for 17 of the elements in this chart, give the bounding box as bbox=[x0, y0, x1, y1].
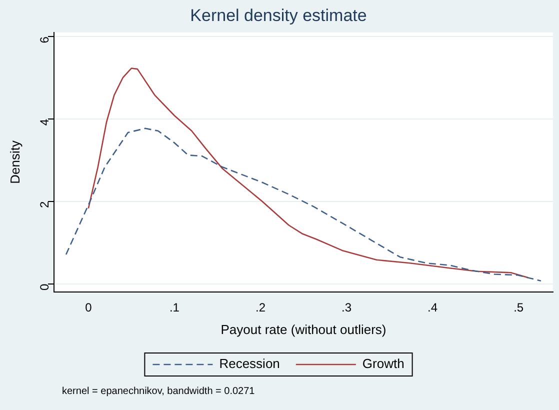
x-tick-label: .2 bbox=[255, 300, 266, 315]
y-tick-label: 4 bbox=[37, 118, 52, 126]
line-series bbox=[65, 128, 542, 282]
y-axis-title: Density bbox=[7, 140, 22, 184]
x-tick-label: .5 bbox=[514, 300, 524, 315]
x-tick-label: 0 bbox=[85, 300, 92, 315]
x-tick-label: .3 bbox=[342, 300, 352, 315]
legend-label: Growth bbox=[362, 356, 404, 372]
text: kernel = epanechnikov, bandwidth = 0.0271 bbox=[62, 386, 255, 397]
y-tick-label: 6 bbox=[37, 36, 52, 44]
y-tick-label: 2 bbox=[37, 201, 52, 208]
x-tick-label: .1 bbox=[169, 300, 180, 315]
chart-title: Kernel density estimate bbox=[190, 6, 367, 25]
x-tick-label: .4 bbox=[428, 300, 438, 315]
legend-label: Recession bbox=[219, 356, 280, 372]
x-axis-title: Payout rate (without outliers) bbox=[220, 322, 386, 337]
y-tick-label: 0 bbox=[37, 283, 52, 290]
